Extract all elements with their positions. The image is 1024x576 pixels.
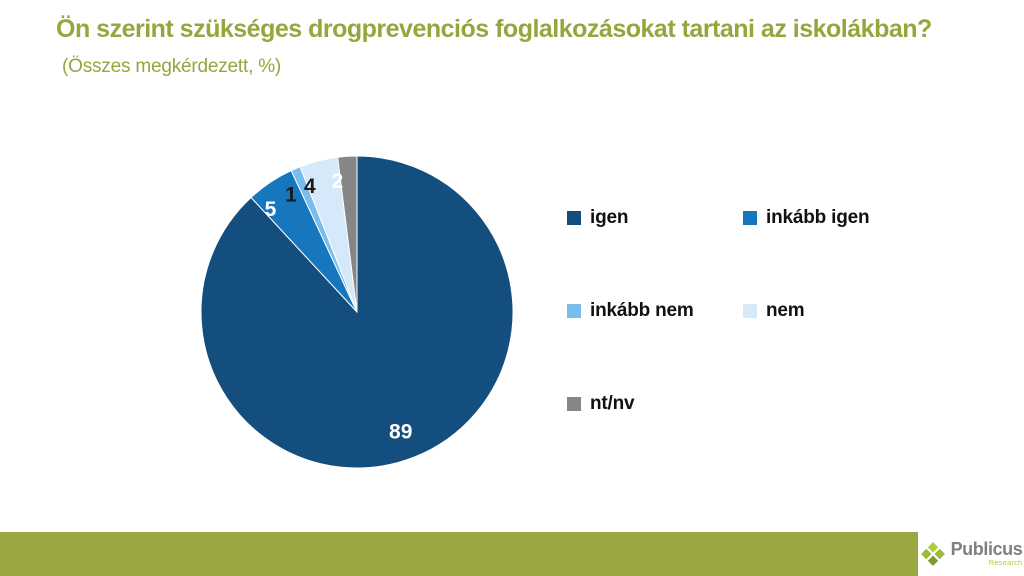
publicus-logo: Publicus Research xyxy=(918,531,1024,576)
publicus-diamond-icon xyxy=(920,541,945,566)
footer-accent-bar: Publicus Research xyxy=(0,531,1024,576)
legend-swatch-icon xyxy=(567,211,581,225)
chart-legend: igen inkább igen inkább nem nem nt/nv xyxy=(567,207,870,486)
legend-item-nem: nem xyxy=(743,300,869,322)
legend-label: nt/nv xyxy=(590,393,635,414)
data-label-igen: 89 xyxy=(389,421,412,444)
data-label-nt-nv: 2 xyxy=(332,170,344,193)
chart-title: Ön szerint szükséges drogprevenciós fogl… xyxy=(56,12,996,85)
legend-item-inkább-nem: inkább nem xyxy=(567,300,743,322)
legend-swatch-icon xyxy=(567,304,581,318)
legend-label: nem xyxy=(766,300,805,321)
title-note: (Összes megkérdezett, %) xyxy=(62,56,282,77)
legend-label: inkább nem xyxy=(590,300,694,321)
pie-chart: 89 51 4 2 xyxy=(200,155,514,469)
legend-item-igen: igen xyxy=(567,207,743,229)
pie-slice-nt-nv xyxy=(337,155,358,313)
brand-subtitle: Research xyxy=(988,558,1023,568)
legend-label: inkább igen xyxy=(766,207,870,228)
legend-label: igen xyxy=(590,207,629,228)
data-label-inkább-igen: 5 xyxy=(265,198,277,221)
brand-name: Publicus xyxy=(950,539,1023,560)
legend-swatch-icon xyxy=(743,304,757,318)
publicus-logo-text: Publicus Research xyxy=(951,540,1023,567)
legend-item-inkább-igen: inkább igen xyxy=(743,207,870,229)
legend-swatch-icon xyxy=(743,211,757,225)
title-question: Ön szerint szükséges drogprevenciós fogl… xyxy=(56,15,932,43)
legend-item-nt-nv: nt/nv xyxy=(567,393,743,415)
data-label-nem: 4 xyxy=(304,175,316,198)
legend-swatch-icon xyxy=(567,397,581,411)
data-label-inkább-nem: 1 xyxy=(285,184,297,207)
